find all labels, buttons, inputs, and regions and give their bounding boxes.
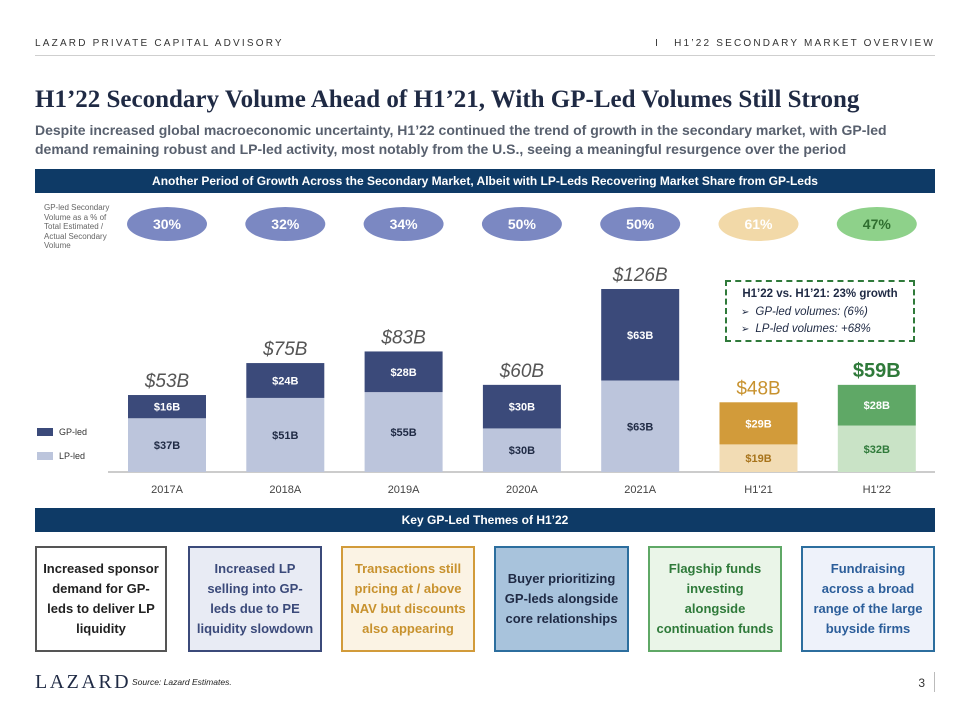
theme-card-2: Increased LP selling into GP-leds due to…: [188, 546, 322, 652]
gp-share-oval-6: [718, 207, 799, 241]
bar-lp-label-3: $55B: [390, 427, 416, 439]
bar-lp-2: [246, 397, 325, 472]
bar-gp-5: [601, 289, 680, 381]
bar-total-label-4: $60B: [499, 361, 545, 382]
theme-card-1: Increased sponsor demand for GP-leds to …: [35, 546, 167, 652]
x-tick-label-2: 2018A: [269, 484, 301, 496]
bar-total-label-6: $48B: [736, 378, 780, 399]
theme-card-4: Buyer prioritizing GP-leds alongside cor…: [494, 546, 629, 652]
bar-lp-1: [128, 418, 206, 472]
bar-gp-1: [128, 395, 206, 419]
bar-gp-2: [246, 363, 325, 398]
page-divider: [934, 672, 935, 692]
legend-gp: GP-led: [37, 427, 87, 437]
x-tick-label-3: 2019A: [388, 484, 420, 496]
gp-share-label-2: 32%: [271, 216, 300, 232]
bar-lp-6: [719, 444, 798, 472]
bar-total-label-2: $75B: [262, 339, 308, 360]
bar-lp-label-2: $51B: [272, 430, 298, 442]
bar-gp-label-4: $30B: [509, 402, 535, 414]
bar-lp-label-6: $19B: [745, 453, 771, 465]
bar-lp-7: [837, 425, 916, 472]
header-right-text: H1’22 SECONDARY MARKET OVERVIEW: [674, 38, 935, 49]
gp-share-oval-1: [127, 207, 207, 241]
bar-gp-4: [482, 384, 561, 429]
gp-share-oval-4: [481, 207, 562, 241]
bar-lp-3: [364, 392, 443, 472]
bar-gp-label-7: $28B: [864, 400, 890, 412]
legend-gp-label: GP-led: [59, 427, 88, 437]
legend-lp-label: LP-led: [59, 451, 86, 461]
growth-item-lp: LP-led volumes: +68%: [737, 321, 903, 338]
bar-lp-4: [482, 428, 561, 472]
theme-card-6: Fundraising across a broad range of the …: [801, 546, 935, 652]
growth-item-gp: GP-led volumes: (6%): [737, 304, 903, 321]
x-tick-label-6: H1'21: [744, 484, 772, 496]
x-tick-label-4: 2020A: [506, 484, 538, 496]
gp-share-label-7: 47%: [863, 216, 892, 232]
lazard-logo: LAZARD: [35, 671, 132, 693]
bar-total-label-5: $126B: [612, 265, 668, 286]
bar-gp-label-5: $63B: [627, 330, 653, 342]
bar-gp-label-2: $24B: [272, 376, 298, 388]
gp-share-oval-7: [836, 207, 917, 241]
bar-lp-label-4: $30B: [509, 445, 535, 457]
source-note: Source: Lazard Estimates.: [132, 677, 232, 687]
growth-title: H1’22 vs. H1’21: 23% growth: [742, 288, 898, 300]
gp-share-label-1: 30%: [153, 216, 182, 232]
bar-total-label-7: $59B: [853, 360, 901, 382]
bar-gp-label-3: $28B: [390, 367, 416, 379]
x-tick-label-1: 2017A: [151, 484, 183, 496]
gp-share-oval-5: [600, 207, 681, 241]
x-tick-label-7: H1'22: [863, 484, 891, 496]
header-separator: I: [655, 38, 661, 49]
header-right: I H1’22 SECONDARY MARKET OVERVIEW: [655, 38, 935, 49]
growth-callout: H1’22 vs. H1’21: 23% growth GP-led volum…: [725, 280, 915, 342]
themes-band: Key GP-Led Themes of H1’22: [35, 508, 935, 532]
gp-share-label-3: 34%: [390, 216, 419, 232]
legend-lp-swatch: [37, 452, 53, 460]
bar-total-label-1: $53B: [144, 371, 190, 392]
bar-lp-5: [601, 380, 680, 472]
page-subtitle: Despite increased global macroeconomic u…: [35, 122, 887, 157]
share-note: GP-led Secondary Volume as a % of Total …: [44, 203, 110, 250]
gp-share-oval-3: [363, 207, 444, 241]
bar-gp-6: [719, 402, 798, 445]
legend-gp-swatch: [37, 428, 53, 436]
bar-gp-7: [837, 384, 916, 426]
gp-share-label-4: 50%: [508, 216, 537, 232]
x-tick-label-5: 2021A: [624, 484, 656, 496]
gp-share-label-6: 61%: [744, 216, 773, 232]
bar-lp-label-7: $32B: [864, 444, 890, 456]
bar-lp-label-1: $37B: [154, 440, 180, 452]
bar-gp-label-6: $29B: [745, 418, 771, 430]
bar-gp-label-1: $16B: [154, 402, 180, 414]
header-rule: [35, 55, 935, 56]
page-title: H1’22 Secondary Volume Ahead of H1’21, W…: [35, 86, 860, 113]
chart-band: Another Period of Growth Across the Seco…: [35, 169, 935, 193]
bar-lp-label-5: $63B: [627, 421, 653, 433]
theme-card-3: Transactions still pricing at / above NA…: [341, 546, 475, 652]
header-left: LAZARD PRIVATE CAPITAL ADVISORY: [35, 38, 284, 49]
legend-lp: LP-led: [37, 451, 85, 461]
bar-gp-3: [364, 351, 443, 393]
bar-total-label-3: $83B: [380, 327, 426, 348]
gp-share-oval-2: [245, 207, 326, 241]
gp-share-label-5: 50%: [626, 216, 655, 232]
theme-card-5: Flagship funds investing alongside conti…: [648, 546, 782, 652]
page-number: 3: [918, 676, 925, 690]
